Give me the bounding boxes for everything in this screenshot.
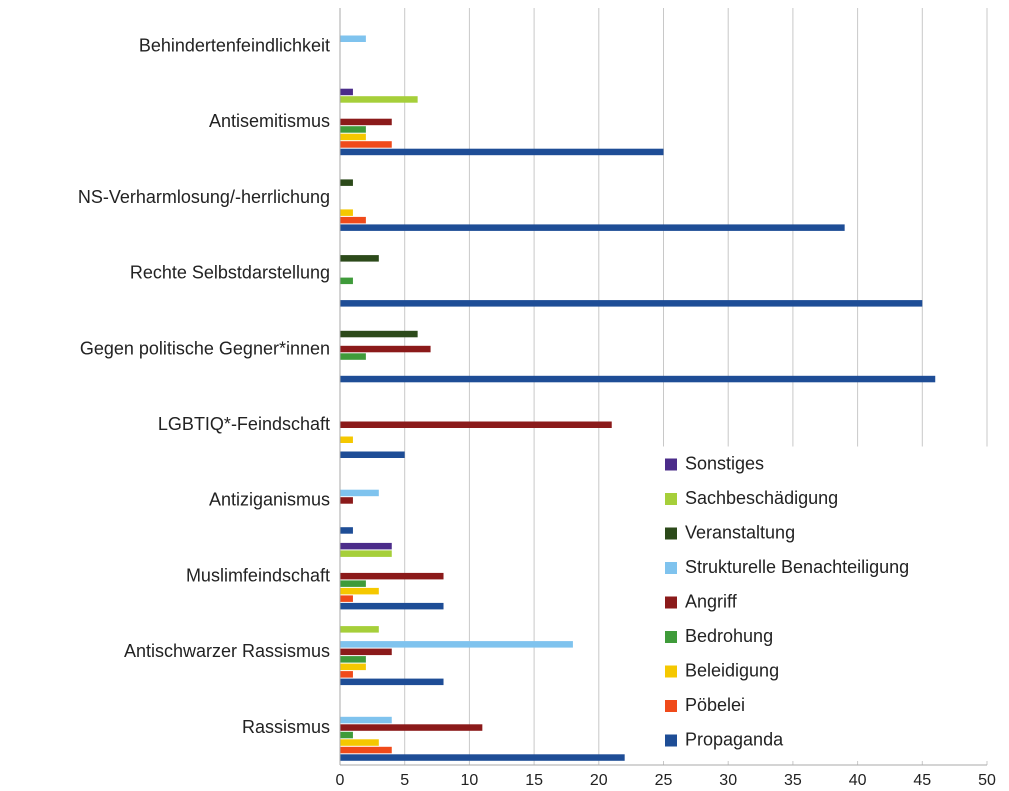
- legend-label: Veranstaltung: [685, 522, 795, 542]
- bar: [340, 641, 573, 648]
- bar: [340, 133, 366, 141]
- y-tick-label: Behindertenfeindlichkeit: [139, 36, 330, 56]
- bar: [340, 678, 444, 686]
- bar: [340, 754, 625, 761]
- bar: [340, 277, 353, 285]
- bar: [340, 118, 392, 126]
- legend-label: Sachbeschädigung: [685, 488, 838, 508]
- legend-box: [655, 446, 1003, 761]
- bar: [340, 626, 379, 633]
- legend-label: Beleidigung: [685, 660, 779, 680]
- bar: [340, 731, 353, 739]
- legend-swatch: [665, 493, 677, 505]
- bar: [340, 602, 444, 610]
- legend-swatch: [665, 665, 677, 678]
- legend-swatch: [665, 734, 677, 747]
- legend-label: Sonstiges: [685, 453, 764, 473]
- bar: [340, 436, 353, 443]
- legend-swatch: [665, 527, 677, 540]
- bar: [340, 255, 379, 262]
- y-tick-label: Antiziganismus: [209, 490, 330, 510]
- bar: [340, 126, 366, 133]
- x-tick-label: 30: [719, 772, 737, 789]
- bar: [340, 656, 366, 663]
- y-tick-label: Muslimfeindschaft: [186, 565, 330, 585]
- bar: [340, 746, 392, 754]
- y-tick-label: Rechte Selbstdarstellung: [130, 263, 330, 283]
- x-tick-label: 40: [849, 772, 867, 789]
- x-tick-label: 10: [461, 772, 479, 789]
- x-tick-label: 15: [525, 772, 543, 789]
- y-tick-label: LGBTIQ*-Feindschaft: [158, 414, 330, 434]
- y-tick-label: Antischwarzer Rassismus: [124, 641, 330, 661]
- x-tick-label: 20: [590, 772, 608, 789]
- bar: [340, 724, 483, 731]
- bar: [340, 739, 379, 746]
- bar: [340, 35, 366, 42]
- bar: [340, 148, 664, 156]
- y-tick-label: Rassismus: [242, 717, 330, 737]
- legend-label: Pöbelei: [685, 695, 745, 715]
- bar: [340, 88, 353, 96]
- bar: [340, 375, 936, 383]
- legend-swatch: [665, 562, 677, 574]
- bar: [340, 550, 392, 557]
- bar: [340, 216, 366, 224]
- bar: [340, 353, 366, 360]
- bar: [340, 663, 366, 671]
- x-tick-label: 0: [336, 772, 345, 789]
- bar: [340, 648, 392, 656]
- y-tick-label: Antisemitismus: [209, 111, 330, 131]
- bar: [340, 595, 353, 602]
- bar: [340, 451, 405, 458]
- bar: [340, 179, 353, 186]
- bar: [340, 330, 418, 338]
- legend-label: Bedrohung: [685, 626, 773, 646]
- bar: [340, 224, 845, 231]
- bar: [340, 141, 392, 148]
- bar: [340, 671, 353, 678]
- bar: [340, 345, 431, 353]
- x-tick-label: 25: [655, 772, 673, 789]
- bar: [340, 527, 353, 534]
- x-tick-label: 50: [978, 772, 996, 789]
- legend-label: Angriff: [685, 591, 738, 611]
- y-tick-label: Gegen politische Gegner*innen: [80, 338, 330, 358]
- legend-label: Strukturelle Benachteiligung: [685, 557, 909, 577]
- bar: [340, 572, 444, 580]
- bar: [340, 716, 392, 724]
- x-tick-label: 45: [913, 772, 931, 789]
- y-tick-label: NS-Verharmlosung/-herrlichung: [78, 187, 330, 207]
- bar: [340, 587, 379, 595]
- bar: [340, 542, 392, 550]
- legend-swatch: [665, 458, 677, 471]
- legend-label: Propaganda: [685, 729, 784, 749]
- bar: [340, 96, 418, 103]
- legend-swatch: [665, 631, 677, 643]
- bar: [340, 421, 612, 428]
- bar: [340, 209, 353, 216]
- bar: [340, 580, 366, 587]
- bar: [340, 489, 379, 497]
- bar: [340, 300, 923, 307]
- x-tick-label: 35: [784, 772, 802, 789]
- legend-swatch: [665, 596, 677, 609]
- legend-swatch: [665, 700, 677, 712]
- bar: [340, 497, 353, 504]
- x-tick-label: 5: [400, 772, 409, 789]
